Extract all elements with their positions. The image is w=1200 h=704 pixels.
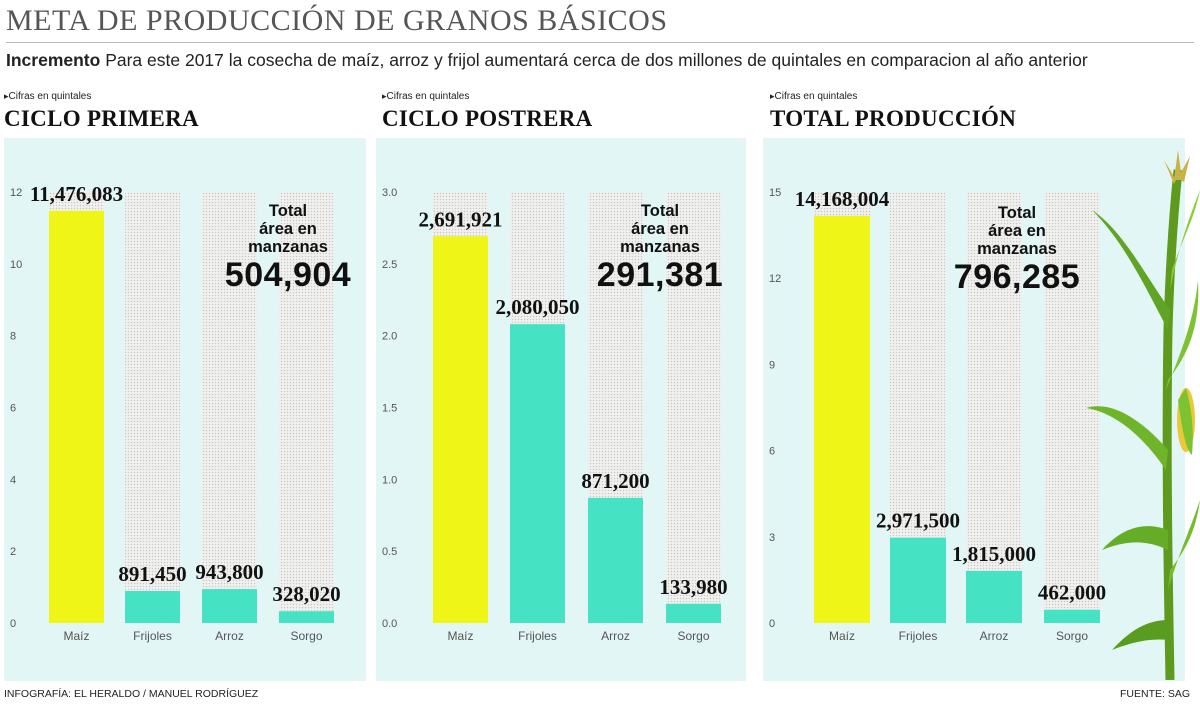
category-label: Sorgo — [1056, 629, 1088, 643]
bar-value-label: 871,200 — [581, 469, 649, 493]
bar-value-label: 1,815,000 — [952, 542, 1036, 566]
column-background — [279, 192, 334, 623]
credit-line: INFOGRAFÍA: EL HERALDO / MANUEL RODRÍGUE… — [4, 688, 259, 700]
bar-value-label: 133,980 — [659, 575, 727, 599]
area-label-line: área en — [259, 220, 317, 238]
column-background — [966, 192, 1022, 623]
panel-title-total: TOTAL PRODUCCIÓN — [770, 106, 1017, 131]
bar-3 — [202, 589, 257, 623]
category-label: Maíz — [63, 629, 89, 643]
units-label-postrera: Cifras en quintales — [382, 91, 470, 102]
chart-panel-postrera: 0.0 0.5 1.0 1.5 2.0 2.5 3.0 2,691,921 Maíz 2,080,… — [376, 138, 746, 681]
category-label: Arroz — [215, 629, 244, 643]
page-title: META DE PRODUCCIÓN DE GRANOS BÁSICOS — [6, 4, 1194, 43]
category-label: Maíz — [829, 629, 855, 643]
area-box-postrera: Total área en manzanas 291,381 — [592, 202, 728, 294]
bar-value-label: 2,080,050 — [496, 295, 580, 319]
panel-title-primera: CICLO PRIMERA — [4, 106, 199, 131]
bar-value-label: 328,020 — [272, 582, 340, 606]
category-label: Maíz — [447, 629, 473, 643]
y-tick-label: 8 — [10, 331, 16, 343]
bar-value-label: 943,800 — [195, 560, 263, 584]
bar-4 — [1044, 609, 1100, 623]
bar-3 — [966, 570, 1022, 623]
bar-1 — [433, 236, 488, 623]
bar-value-label: 891,450 — [118, 562, 186, 586]
y-tick-label: 12 — [10, 187, 22, 199]
bar-4 — [666, 603, 721, 623]
source-line: FUENTE: SAG — [1119, 688, 1190, 700]
column-background — [125, 192, 180, 623]
category-label: Frijoles — [899, 629, 938, 643]
y-tick-label: 2 — [10, 546, 16, 558]
area-label-line: Total — [640, 202, 680, 220]
bar-1 — [49, 210, 104, 623]
subtitle-lead: Incremento — [6, 50, 101, 70]
y-tick-label: 15 — [769, 187, 781, 199]
y-tick-label: 9 — [769, 359, 775, 371]
chart-total: 0 3 6 9 12 15 14,168,004 Maíz 2,971,500 Frijoles 1… — [769, 187, 1106, 643]
y-tick-label: 0 — [10, 618, 16, 630]
column-background — [666, 192, 721, 623]
y-tick-label: 6 — [10, 403, 16, 415]
y-tick-label: 6 — [769, 446, 775, 458]
category-label: Sorgo — [677, 629, 709, 643]
y-tick-label: 2.5 — [382, 259, 397, 271]
y-tick-label: 12 — [769, 273, 781, 285]
units-label-total: Cifras en quintales — [770, 91, 858, 102]
y-tick-label: 3.0 — [382, 187, 397, 199]
bar-3 — [588, 497, 643, 623]
y-tick-label: 3 — [769, 532, 775, 544]
bar-1 — [814, 215, 870, 624]
column-background — [202, 192, 257, 623]
subtitle: Incremento Para este 2017 la cosecha de … — [6, 50, 1196, 71]
subtitle-text: Para este 2017 la cosecha de maíz, arroz… — [105, 50, 1088, 70]
y-tick-label: 1.5 — [382, 403, 397, 415]
area-label-line: Total — [997, 204, 1037, 222]
bar-2 — [890, 537, 946, 623]
category-label: Sorgo — [290, 629, 322, 643]
area-box-total: Total área en manzanas 796,285 — [949, 204, 1085, 296]
area-label-total: Total área en manzanas — [949, 204, 1085, 258]
chart-panel-primera: 0 2 4 6 8 10 12 11,476,083 Maíz 891,450 Frijoles 94… — [4, 138, 366, 681]
area-label-line: área en — [988, 222, 1046, 240]
category-label: Arroz — [601, 629, 630, 643]
bar-2 — [510, 324, 565, 623]
y-tick-label: 2.0 — [382, 331, 397, 343]
area-label-line: manzanas — [977, 240, 1057, 258]
corn-plant-illustration — [1086, 150, 1200, 680]
area-value-total: 796,285 — [953, 258, 1081, 296]
bar-value-label: 11,476,083 — [30, 182, 123, 206]
y-tick-label: 1.0 — [382, 474, 397, 486]
area-label-line: área en — [631, 220, 689, 238]
area-value-postrera: 291,381 — [596, 256, 724, 294]
y-tick-label: 0.0 — [382, 618, 397, 630]
bar-value-label: 2,971,500 — [876, 509, 960, 533]
category-label: Arroz — [980, 629, 1009, 643]
bar-value-label: 2,691,921 — [419, 207, 503, 231]
area-label-primera: Total área en manzanas — [220, 202, 356, 256]
y-tick-label: 0 — [769, 618, 775, 630]
area-label-line: Total — [268, 202, 308, 220]
bar-value-label: 462,000 — [1038, 581, 1106, 605]
area-label-line: manzanas — [620, 238, 700, 256]
area-label-postrera: Total área en manzanas — [592, 202, 728, 256]
bar-4 — [279, 611, 334, 623]
category-label: Frijoles — [518, 629, 557, 643]
category-label: Frijoles — [133, 629, 172, 643]
area-box-primera: Total área en manzanas 504,904 — [220, 202, 356, 294]
y-tick-label: 4 — [10, 474, 16, 486]
y-tick-label: 0.5 — [382, 546, 397, 558]
bar-value-label: 14,168,004 — [795, 187, 890, 211]
units-label-primera: Cifras en quintales — [4, 91, 92, 102]
y-tick-label: 10 — [10, 259, 22, 271]
bar-2 — [125, 590, 180, 623]
panel-title-postrera: CICLO POSTRERA — [382, 106, 593, 131]
chart-primera: 0 2 4 6 8 10 12 11,476,083 Maíz 891,450 Frijoles 94… — [10, 182, 341, 643]
area-value-primera: 504,904 — [224, 256, 352, 294]
area-label-line: manzanas — [248, 238, 328, 256]
chart-postrera: 0.0 0.5 1.0 1.5 2.0 2.5 3.0 2,691,921 Maíz 2,080,… — [382, 187, 728, 643]
